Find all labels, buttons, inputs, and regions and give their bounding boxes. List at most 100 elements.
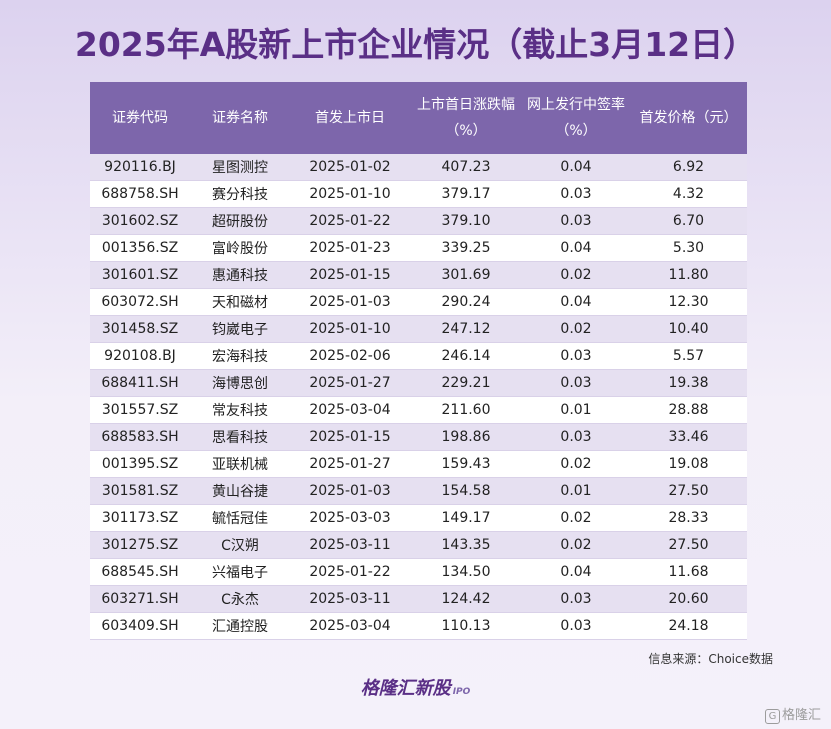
table-row: 301173.SZ 毓恬冠佳 2025-03-03 149.17 0.02 28.33 <box>90 504 747 532</box>
table-row: 920108.BJ 宏海科技 2025-02-06 246.14 0.03 5.57 <box>90 342 747 370</box>
table-cell: 27.50 <box>630 531 747 559</box>
table-cell: 常友科技 <box>190 396 290 424</box>
table-row: 688758.SH 赛分科技 2025-01-10 379.17 0.03 4.32 <box>90 180 747 208</box>
table-header-row: 证券代码 证券名称 首发上市日 上市首日涨跌幅（%） 网上发行中签率（%） 首发价格（元） <box>90 82 747 154</box>
table-cell: 0.04 <box>522 558 630 586</box>
table-cell: 001395.SZ <box>90 450 190 478</box>
table-row: 301581.SZ 黄山谷捷 2025-01-03 154.58 0.01 27.50 <box>90 477 747 505</box>
table-cell: 920116.BJ <box>90 154 190 181</box>
table-cell: 301275.SZ <box>90 531 190 559</box>
table-cell: 2025-03-11 <box>290 585 410 613</box>
table-cell: 33.46 <box>630 423 747 451</box>
table-cell: 兴福电子 <box>190 558 290 586</box>
table-cell: 2025-01-15 <box>290 423 410 451</box>
table-cell: 10.40 <box>630 315 747 343</box>
table-cell: 0.04 <box>522 288 630 316</box>
table-cell: 2025-01-22 <box>290 558 410 586</box>
table-row: 688411.SH 海博思创 2025-01-27 229.21 0.03 19.38 <box>90 369 747 397</box>
brand-logo: 格隆汇新股 IPO <box>0 674 831 700</box>
table-cell: 28.33 <box>630 504 747 532</box>
table-cell: 198.86 <box>410 423 522 451</box>
table-cell: 27.50 <box>630 477 747 505</box>
table-cell: 229.21 <box>410 369 522 397</box>
table-cell: 379.17 <box>410 180 522 208</box>
column-header: 首发价格（元） <box>630 82 747 154</box>
table-cell: 20.60 <box>630 585 747 613</box>
table-cell: 143.35 <box>410 531 522 559</box>
table-cell: 钧崴电子 <box>190 315 290 343</box>
table-cell: 301557.SZ <box>90 396 190 424</box>
corner-logo-text: 格隆汇 <box>781 708 821 723</box>
table-cell: 星图测控 <box>190 154 290 181</box>
table-row: 301602.SZ 超研股份 2025-01-22 379.10 0.03 6.70 <box>90 207 747 235</box>
table-cell: 12.30 <box>630 288 747 316</box>
table-cell: 301.69 <box>410 261 522 289</box>
table-cell: C汉朔 <box>190 531 290 559</box>
table-cell: 11.68 <box>630 558 747 586</box>
column-header: 证券名称 <box>190 82 290 154</box>
table-cell: 天和磁材 <box>190 288 290 316</box>
corner-watermark-logo: G 格隆汇 <box>764 704 821 724</box>
table-row: 603271.SH C永杰 2025-03-11 124.42 0.03 20.60 <box>90 585 747 613</box>
table-cell: 5.30 <box>630 234 747 262</box>
table-cell: 0.02 <box>522 531 630 559</box>
table-cell: 290.24 <box>410 288 522 316</box>
column-header: 首发上市日 <box>290 82 410 154</box>
table-row: 001356.SZ 富岭股份 2025-01-23 339.25 0.04 5.30 <box>90 234 747 262</box>
table-cell: 301601.SZ <box>90 261 190 289</box>
table-cell: 富岭股份 <box>190 234 290 262</box>
column-header: 上市首日涨跌幅（%） <box>410 82 522 154</box>
table-row: 301601.SZ 惠通科技 2025-01-15 301.69 0.02 11.80 <box>90 261 747 289</box>
table-cell: 124.42 <box>410 585 522 613</box>
table-body: 920116.BJ 星图测控 2025-01-02 407.23 0.04 6.92 688… <box>90 154 747 640</box>
table-cell: 301581.SZ <box>90 477 190 505</box>
table-cell: 24.18 <box>630 612 747 640</box>
table-cell: 688758.SH <box>90 180 190 208</box>
table-cell: 2025-01-10 <box>290 315 410 343</box>
table-cell: 2025-01-27 <box>290 450 410 478</box>
table-cell: 301173.SZ <box>90 504 190 532</box>
table-cell: 赛分科技 <box>190 180 290 208</box>
table-cell: 黄山谷捷 <box>190 477 290 505</box>
table-cell: 2025-01-23 <box>290 234 410 262</box>
table-cell: 110.13 <box>410 612 522 640</box>
table-cell: 0.02 <box>522 315 630 343</box>
table-cell: 0.03 <box>522 612 630 640</box>
table-cell: 宏海科技 <box>190 342 290 370</box>
table-cell: 2025-03-03 <box>290 504 410 532</box>
table-row: 603072.SH 天和磁材 2025-01-03 290.24 0.04 12.30 <box>90 288 747 316</box>
table-cell: 2025-01-15 <box>290 261 410 289</box>
ipo-table: 证券代码 证券名称 首发上市日 上市首日涨跌幅（%） 网上发行中签率（%） 首发价格（元）… <box>90 82 747 640</box>
table-cell: 2025-01-10 <box>290 180 410 208</box>
column-header: 网上发行中签率（%） <box>522 82 630 154</box>
table-cell: 2025-01-27 <box>290 369 410 397</box>
table-cell: 688411.SH <box>90 369 190 397</box>
table-cell: 0.01 <box>522 396 630 424</box>
ipo-table-container: 证券代码 证券名称 首发上市日 上市首日涨跌幅（%） 网上发行中签率（%） 首发价格（元）… <box>90 82 747 640</box>
table-cell: 11.80 <box>630 261 747 289</box>
table-cell: 603271.SH <box>90 585 190 613</box>
table-cell: 19.38 <box>630 369 747 397</box>
table-cell: 0.03 <box>522 207 630 235</box>
table-cell: 2025-01-03 <box>290 288 410 316</box>
table-cell: 0.04 <box>522 234 630 262</box>
table-cell: 汇通控股 <box>190 612 290 640</box>
table-row: 688545.SH 兴福电子 2025-01-22 134.50 0.04 11.68 <box>90 558 747 586</box>
table-cell: 毓恬冠佳 <box>190 504 290 532</box>
table-cell: 688545.SH <box>90 558 190 586</box>
table-cell: 6.70 <box>630 207 747 235</box>
table-cell: 超研股份 <box>190 207 290 235</box>
table-cell: 2025-02-06 <box>290 342 410 370</box>
table-cell: 301458.SZ <box>90 315 190 343</box>
table-cell: 0.02 <box>522 504 630 532</box>
table-cell: 688583.SH <box>90 423 190 451</box>
table-cell: 339.25 <box>410 234 522 262</box>
column-header: 证券代码 <box>90 82 190 154</box>
table-cell: 0.02 <box>522 450 630 478</box>
table-cell: 603409.SH <box>90 612 190 640</box>
table-cell: 246.14 <box>410 342 522 370</box>
table-cell: 301602.SZ <box>90 207 190 235</box>
table-row: 301458.SZ 钧崴电子 2025-01-10 247.12 0.02 10.40 <box>90 315 747 343</box>
table-cell: 0.01 <box>522 477 630 505</box>
table-cell: 2025-01-02 <box>290 154 410 181</box>
